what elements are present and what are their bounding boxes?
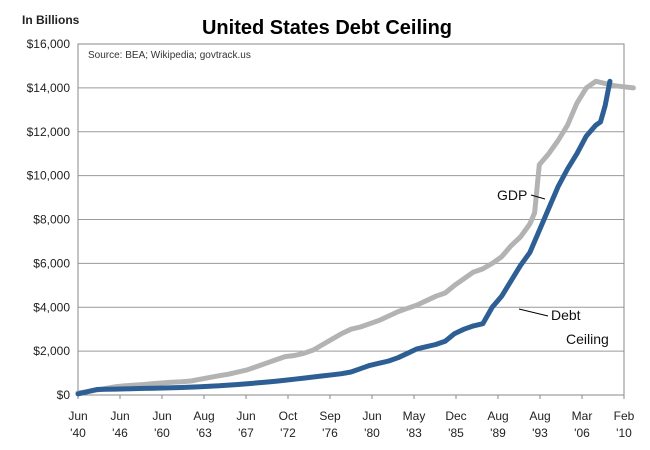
x-tick-label-month: Jun	[362, 409, 381, 423]
x-tick-label-month: Jun	[68, 409, 87, 423]
chart-title: United States Debt Ceiling	[202, 17, 452, 39]
x-tick-label-month: Oct	[279, 409, 298, 423]
x-tick-label-month: May	[403, 409, 426, 423]
x-tick-label-year: '93	[532, 426, 548, 440]
x-tick-label-month: Aug	[487, 409, 508, 423]
y-tick-label: $0	[57, 388, 71, 402]
x-tick-label-month: Jun	[110, 409, 129, 423]
gridlines	[78, 43, 624, 352]
x-tick-label-month: Jun	[236, 409, 255, 423]
plot-area-border	[77, 43, 625, 396]
debt-annotation-line1: Debt	[551, 307, 581, 323]
y-tick-label: $10,000	[27, 169, 71, 183]
x-tick-label-year: '72	[280, 426, 296, 440]
gdp-line	[75, 78, 636, 396]
x-tick-label-year: '46	[112, 426, 128, 440]
x-tick-label-year: '89	[490, 426, 506, 440]
x-tick-label-month: Aug	[193, 409, 214, 423]
gdp-annotation: GDP	[497, 187, 546, 203]
x-tick-label-month: Jun	[152, 409, 171, 423]
debt-annotation-line2: Ceiling	[566, 331, 609, 347]
x-tick-label-year: '40	[70, 426, 86, 440]
x-tick-label-year: '06	[574, 426, 590, 440]
y-tick-label: $12,000	[27, 125, 71, 139]
gdp-annotation-leader	[530, 194, 546, 200]
x-axis-ticks: Jun '40 Jun '46 Jun '60 Aug '63 Jun '67 Oct '72 Sep '…	[68, 395, 635, 440]
y-tick-label: $6,000	[33, 256, 70, 270]
debt-ceiling-annotation: Debt Ceiling	[518, 307, 609, 347]
y-tick-label: $16,000	[27, 37, 71, 51]
x-tick-label-year: '10	[616, 426, 632, 440]
y-tick-label: $2,000	[33, 344, 70, 358]
series-lines	[75, 78, 636, 397]
x-tick-label-month: Dec	[445, 409, 466, 423]
debt-annotation-leader	[518, 308, 549, 317]
y-axis-ticks: $0 $2,000 $4,000 $6,000 $8,000 $10,000 $12,000…	[27, 37, 71, 402]
source-note: Source: BEA; Wikipedia; govtrack.us	[88, 50, 251, 61]
x-tick-label-month: Sep	[319, 409, 341, 423]
y-unit-label: In Billions	[22, 13, 80, 27]
x-tick-label-month: Aug	[529, 409, 550, 423]
x-tick-label-year: '67	[238, 426, 254, 440]
x-tick-label-year: '63	[196, 426, 212, 440]
y-tick-label: $14,000	[27, 81, 71, 95]
y-tick-label: $4,000	[33, 300, 70, 314]
y-tick-label: $8,000	[33, 213, 70, 227]
x-tick-label-year: '80	[364, 426, 380, 440]
x-tick-label-month: Feb	[614, 409, 635, 423]
x-tick-label-month: Mar	[572, 409, 593, 423]
x-tick-label-year: '60	[154, 426, 170, 440]
x-tick-label-year: '76	[322, 426, 338, 440]
x-tick-label-year: '83	[406, 426, 422, 440]
debt-ceiling-line	[75, 78, 613, 397]
x-tick-label-year: '85	[448, 426, 464, 440]
gdp-annotation-label: GDP	[497, 187, 527, 203]
